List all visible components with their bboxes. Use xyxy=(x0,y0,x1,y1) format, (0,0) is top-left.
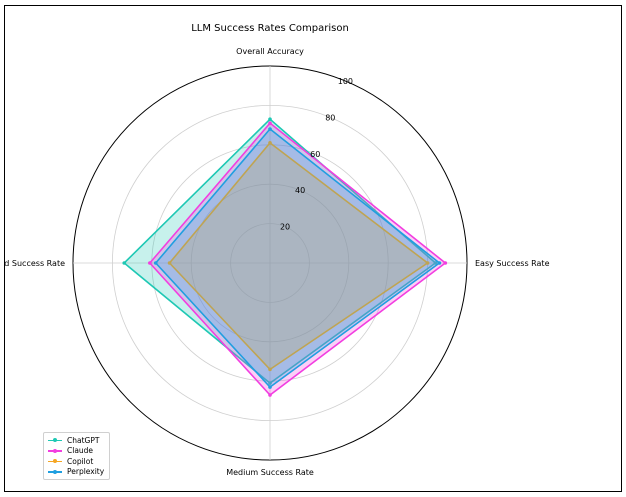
legend-swatch xyxy=(48,457,62,465)
data-point xyxy=(268,367,272,372)
chart-frame: LLM Success Rates Comparison Overall Acc… xyxy=(4,5,622,492)
legend-item: Perplexity xyxy=(48,467,105,478)
axis-label-easy-success-rate: Easy Success Rate xyxy=(475,259,550,268)
legend-item: ChatGPT xyxy=(48,435,105,446)
legend-label: Perplexity xyxy=(67,467,105,477)
data-point xyxy=(268,117,272,121)
data-point xyxy=(153,261,158,265)
radial-tick-labels: 20 40 60 80 100 xyxy=(280,77,353,232)
data-point xyxy=(122,261,127,265)
data-point xyxy=(268,381,272,385)
series-perplexity xyxy=(153,127,442,389)
data-point xyxy=(268,393,272,397)
legend-label: ChatGPT xyxy=(67,435,100,445)
data-point xyxy=(443,261,448,265)
chart-title: LLM Success Rates Comparison xyxy=(191,23,349,34)
legend-label: Copilot xyxy=(67,456,94,466)
series-polygon xyxy=(154,127,441,389)
legend: ChatGPT Claude Copilot Perplexity xyxy=(43,432,110,480)
radial-tick-label: 100 xyxy=(338,77,353,86)
axis-labels: Overall Accuracy Easy Success Rate Mediu… xyxy=(5,47,550,477)
legend-swatch xyxy=(48,447,62,455)
data-point xyxy=(167,261,172,265)
radial-tick-label: 60 xyxy=(310,150,320,159)
series-chatgpt xyxy=(122,117,438,385)
legend-swatch xyxy=(48,468,62,476)
axis-label-overall-accuracy: Overall Accuracy xyxy=(236,47,304,56)
radial-tick-label: 40 xyxy=(295,186,305,195)
data-point xyxy=(425,261,430,265)
radial-tick-label: 80 xyxy=(325,113,335,122)
data-point xyxy=(268,121,272,125)
legend-label: Claude xyxy=(67,446,94,456)
data-point xyxy=(268,385,272,389)
data-point xyxy=(268,141,272,145)
radar-chart: LLM Success Rates Comparison Overall Acc… xyxy=(5,23,550,477)
legend-item: Copilot xyxy=(48,456,105,467)
series-polygons xyxy=(122,117,448,397)
data-point xyxy=(148,261,152,265)
data-point xyxy=(268,127,272,131)
axis-label-medium-success-rate: Medium Success Rate xyxy=(226,468,314,477)
data-point xyxy=(433,261,438,265)
legend-item: Claude xyxy=(48,446,105,457)
series-copilot xyxy=(167,141,430,372)
axis-label-hard-success-rate: Hard Success Rate xyxy=(5,259,65,268)
legend-swatch xyxy=(48,436,62,444)
radial-tick-label: 20 xyxy=(280,223,290,232)
data-point xyxy=(437,261,442,265)
series-claude xyxy=(148,121,448,397)
